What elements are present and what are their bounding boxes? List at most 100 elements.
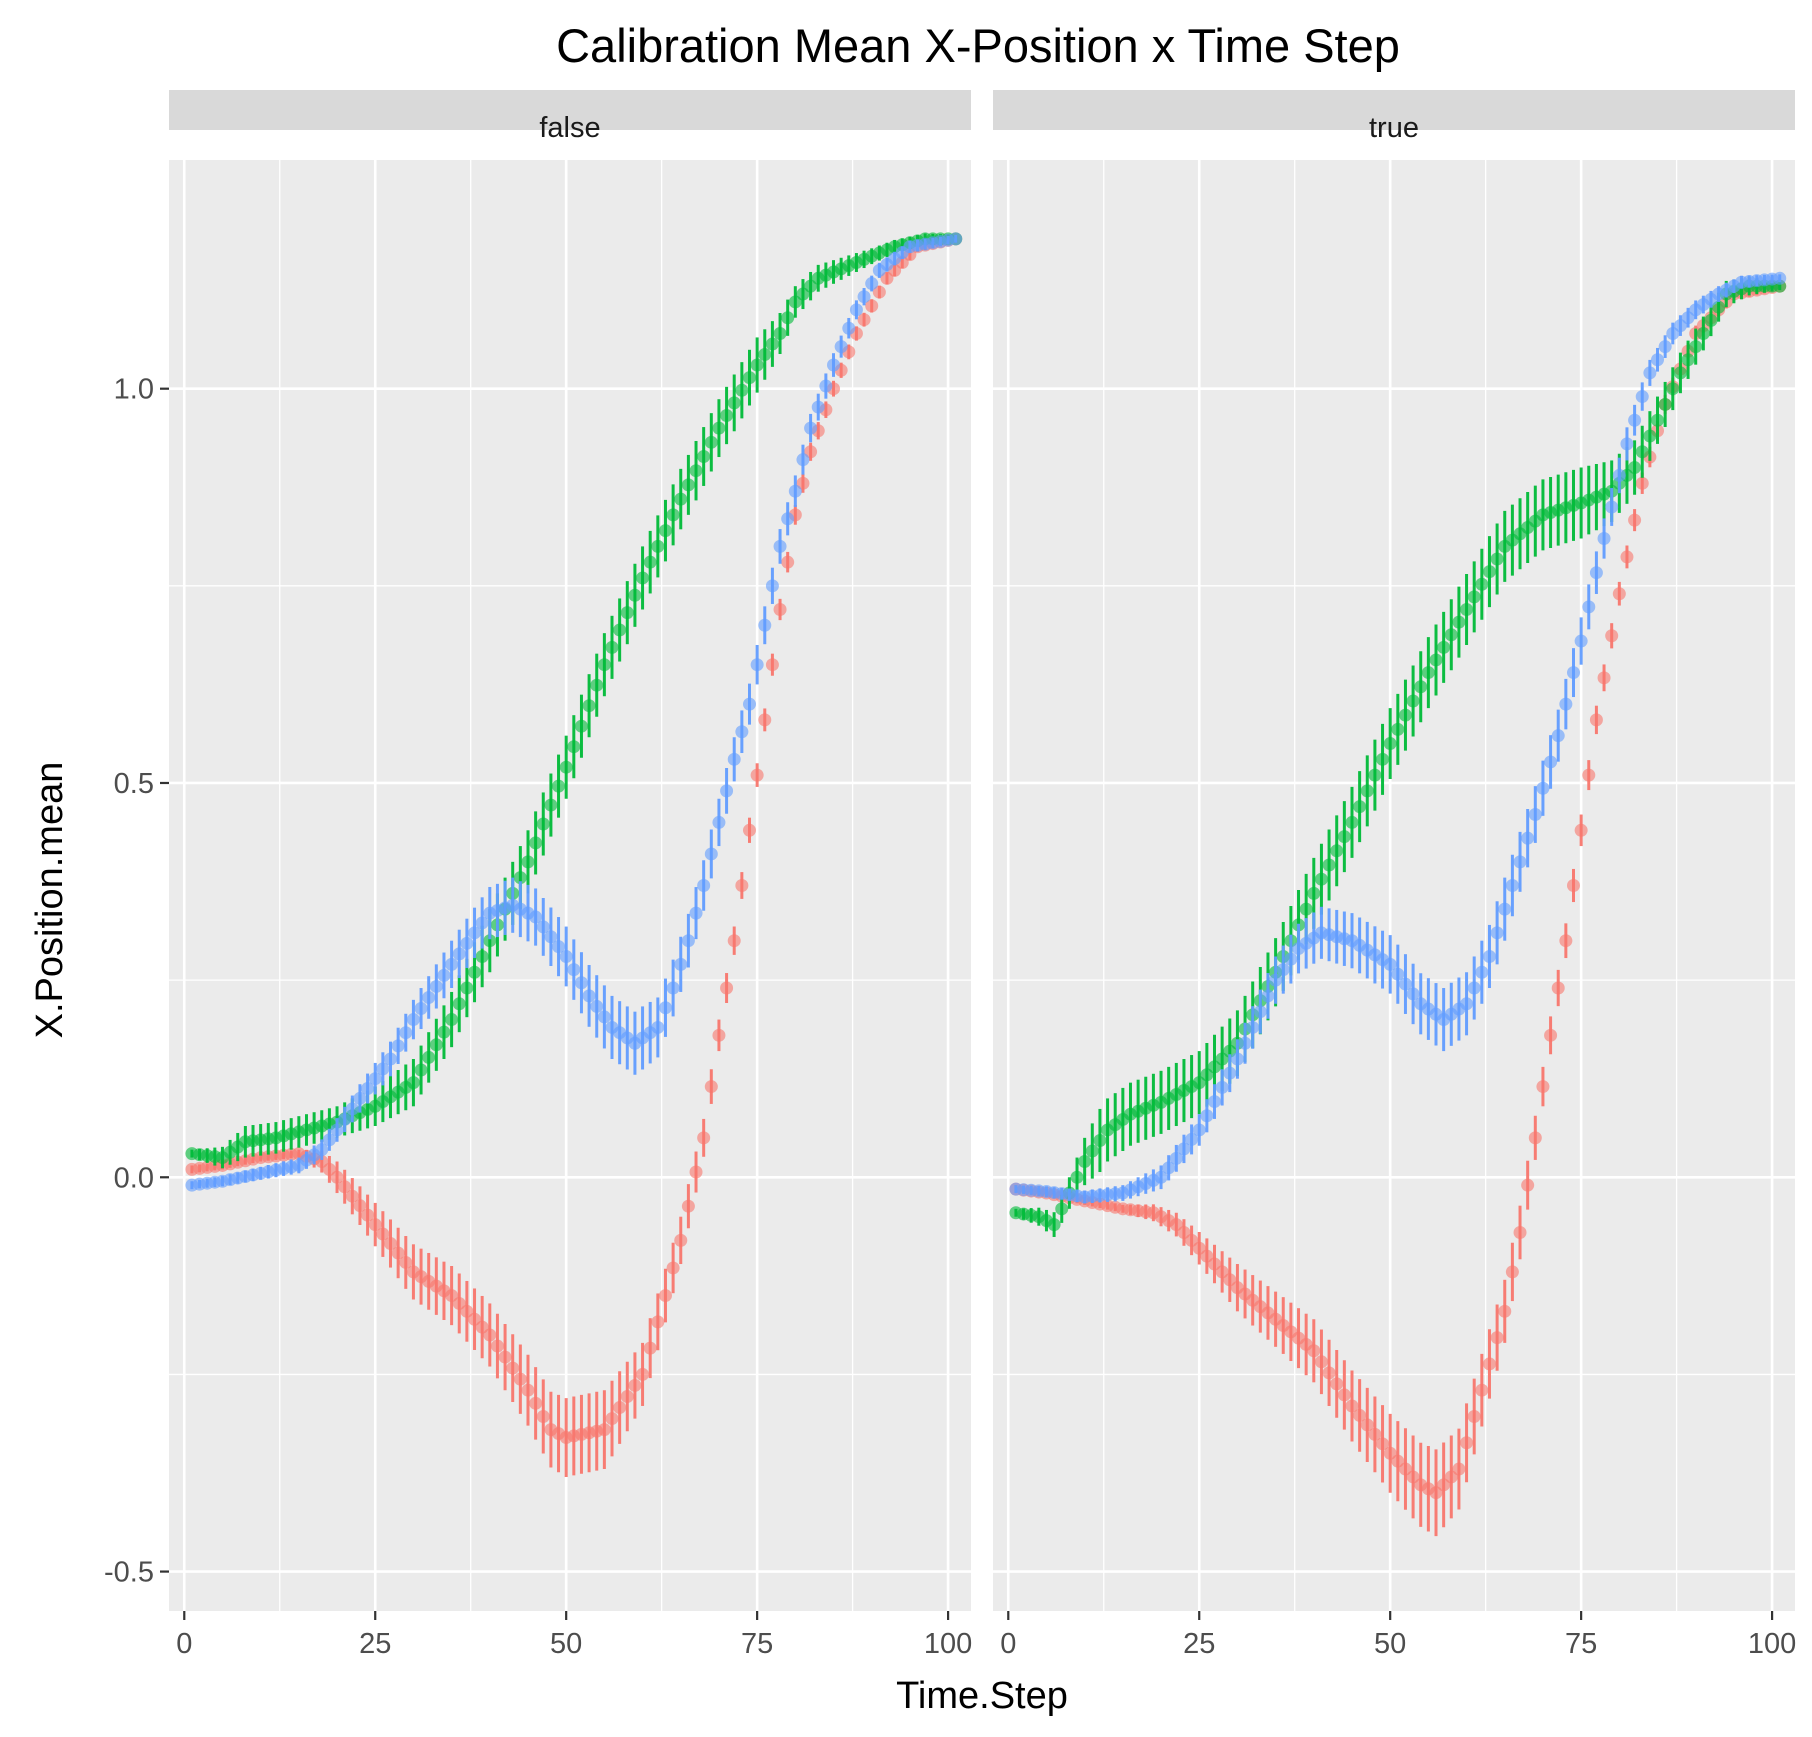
data-point	[376, 1227, 390, 1241]
marks-false	[185, 232, 963, 1477]
data-point	[1605, 629, 1619, 643]
data-point	[391, 1039, 405, 1053]
strip-false	[169, 90, 971, 130]
data-point	[1215, 1080, 1229, 1094]
data-point	[758, 618, 772, 632]
strip-label-false: false	[539, 112, 600, 144]
data-point	[582, 989, 596, 1003]
data-point	[597, 1010, 611, 1024]
data-point	[1628, 413, 1642, 427]
data-point	[536, 817, 550, 831]
data-point	[1368, 768, 1382, 782]
data-point	[452, 997, 466, 1011]
series-3	[1009, 271, 1787, 1204]
data-point	[1475, 1383, 1489, 1397]
data-point	[1269, 973, 1283, 987]
data-point	[681, 1199, 695, 1213]
data-point	[437, 1025, 451, 1039]
data-point	[1505, 879, 1519, 892]
data-point	[1345, 815, 1359, 829]
data-point	[750, 768, 764, 782]
data-point	[567, 740, 581, 754]
data-point	[773, 602, 787, 616]
data-point	[1337, 830, 1351, 844]
data-point	[1490, 926, 1504, 940]
data-point	[651, 1315, 665, 1329]
data-point	[1414, 680, 1428, 694]
data-point	[628, 1378, 642, 1392]
data-point	[613, 623, 627, 637]
data-point	[399, 1255, 413, 1269]
data-point	[1589, 713, 1603, 727]
data-point	[605, 1412, 619, 1426]
data-point	[1406, 987, 1420, 1001]
data-point	[735, 725, 749, 739]
data-point	[1536, 1080, 1550, 1094]
data-point	[1368, 1427, 1382, 1441]
data-point	[697, 879, 711, 892]
data-point	[1452, 1462, 1466, 1476]
data-point	[727, 752, 741, 766]
data-point	[1566, 879, 1580, 892]
data-point	[720, 784, 734, 798]
data-point	[1643, 429, 1657, 443]
data-point	[1337, 1388, 1351, 1402]
data-point	[1353, 1408, 1367, 1422]
data-point	[1299, 902, 1313, 916]
data-point	[727, 934, 741, 948]
data-point	[1330, 844, 1344, 858]
data-point	[1437, 640, 1451, 654]
data-point	[636, 1367, 650, 1381]
data-point	[529, 910, 543, 924]
data-point	[636, 571, 650, 585]
data-point	[1658, 340, 1672, 354]
data-point	[345, 1189, 359, 1203]
data-point	[1490, 552, 1504, 566]
data-point	[1551, 981, 1565, 995]
data-point	[1673, 366, 1687, 380]
data-point	[819, 379, 833, 393]
data-point	[1314, 1355, 1328, 1369]
data-point	[399, 1026, 413, 1040]
x-tick-label: 100	[924, 1628, 972, 1660]
data-point	[1307, 1344, 1321, 1358]
data-point	[1253, 1005, 1267, 1019]
data-point	[674, 1233, 688, 1247]
strip-true	[993, 90, 1795, 130]
data-point	[1055, 1202, 1069, 1216]
data-point	[406, 1076, 420, 1090]
y-axis: -0.5 0.0 0.5 1.0	[104, 374, 169, 1589]
data-point	[628, 588, 642, 602]
data-point	[1398, 708, 1412, 722]
marks-true	[1009, 271, 1787, 1537]
data-point	[536, 920, 550, 934]
data-point	[605, 640, 619, 654]
data-point	[1314, 872, 1328, 886]
data-point	[1376, 1437, 1390, 1451]
data-point	[544, 798, 558, 812]
data-point	[1773, 271, 1787, 285]
data-point	[827, 358, 841, 372]
data-point	[1383, 737, 1397, 751]
data-point	[1276, 963, 1290, 977]
data-point	[1345, 1399, 1359, 1413]
data-point	[429, 979, 443, 993]
data-point	[1162, 1161, 1176, 1175]
data-point	[842, 321, 856, 335]
data-point	[1482, 949, 1496, 963]
data-point	[689, 1165, 703, 1179]
data-point	[1154, 1170, 1168, 1184]
y-axis-title: X.Position.mean	[29, 762, 71, 1039]
data-point	[475, 949, 489, 963]
data-point	[1482, 1357, 1496, 1371]
data-point	[849, 303, 863, 317]
data-point	[437, 968, 451, 982]
data-point	[949, 232, 963, 246]
data-point	[1551, 729, 1565, 743]
data-point	[1353, 800, 1367, 814]
data-point	[422, 1050, 436, 1064]
data-point	[414, 1063, 428, 1077]
data-point	[1085, 1144, 1099, 1158]
data-point	[758, 713, 772, 727]
data-point	[1597, 671, 1611, 685]
